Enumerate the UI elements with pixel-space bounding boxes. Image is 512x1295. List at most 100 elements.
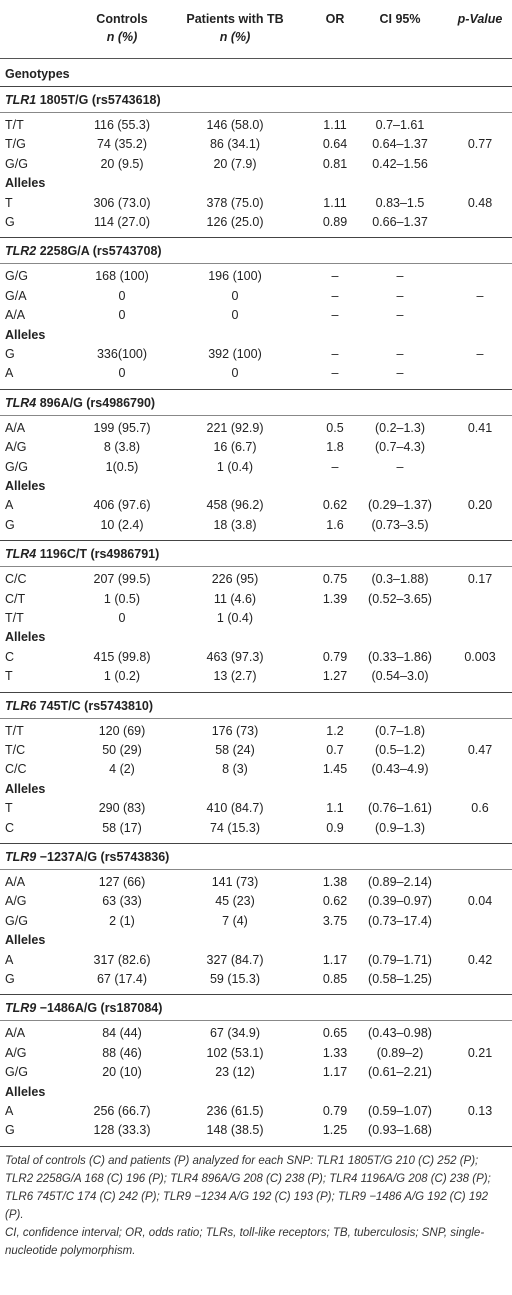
genotype-row: C/T 1 (0.5) 11 (4.6) 1.39 (0.52–3.65) [0, 589, 512, 609]
section-divider [0, 414, 512, 416]
alleles-label: Alleles [5, 479, 46, 493]
genotype-row: G/G 20 (9.5) 20 (7.9) 0.81 0.42–1.56 [0, 154, 512, 174]
or-cell: 1.38 [322, 875, 348, 889]
allele-row: A 256 (66.7) 236 (61.5) 0.79 (0.59–1.07) 0.13 [0, 1101, 512, 1121]
snp-heading: TLR9 −1237A/G (rs5743836) [5, 847, 169, 867]
controls-cell: 120 (69) [98, 723, 146, 738]
genotype-cell: T/C [5, 743, 26, 757]
gene-name: TLR4 [5, 395, 37, 410]
genotype-cell: T/T [5, 723, 24, 738]
header-controls-label: Controls [96, 12, 148, 26]
patients-cell: 1 (0.4) [216, 459, 254, 474]
ci-cell: (0.3–1.88) [371, 572, 429, 587]
patients-cell: 226 (95) [211, 572, 259, 587]
table-header: Controls n (%) Patients with TB n (%) OR… [0, 0, 512, 59]
patients-cell: 7 (4) [222, 913, 248, 928]
ci-cell: 0.66–1.37 [372, 215, 428, 229]
patients-cell: 458 (96.2) [206, 498, 264, 513]
alleles-heading: Alleles [0, 325, 512, 345]
genotype-row: A/A 0 0 – – [0, 305, 512, 325]
ci-cell: (0.52–3.65) [368, 591, 432, 606]
patients-cell: 392 (100) [208, 347, 262, 361]
genotype-row: G/A 0 0 – – – [0, 286, 512, 306]
genotype-row: C/C 207 (99.5) 226 (95) 0.75 (0.3–1.88) 0.17 [0, 569, 512, 589]
patients-cell: 236 (61.5) [206, 1104, 264, 1118]
or-cell: 0.62 [322, 498, 348, 513]
genotype-row: A/A 84 (44) 67 (34.9) 0.65 (0.43–0.98) [0, 1023, 512, 1043]
allele-row: C 58 (17) 74 (15.3) 0.9 (0.9–1.3) [0, 818, 512, 838]
allele-row: T 306 (73.0) 378 (75.0) 1.11 0.83–1.5 0.48 [0, 193, 512, 213]
snp-name: −1237A/G (rs5743836) [36, 850, 170, 864]
controls-cell: 84 (44) [102, 1026, 142, 1041]
or-cell: 1.17 [322, 1065, 348, 1080]
or-cell: 1.2 [326, 723, 344, 738]
section-divider [0, 388, 512, 390]
snp-heading: TLR9 −1486A/G (rs187084) [5, 998, 162, 1018]
controls-cell: 67 (17.4) [96, 972, 148, 986]
controls-cell: 1 (0.5) [103, 591, 141, 606]
or-cell: 1.11 [323, 195, 347, 210]
or-cell: 0.9 [326, 820, 344, 835]
snp-heading: TLR4 1196C/T (rs4986791) [5, 544, 159, 564]
section-divider [0, 540, 512, 542]
ci-cell: – [396, 269, 404, 284]
ci-cell: (0.58–1.25) [368, 972, 432, 986]
patients-cell: 0 [231, 366, 239, 381]
ci-cell: (0.2–1.3) [374, 420, 426, 435]
allele-row: G 128 (33.3) 148 (38.5) 1.25 (0.93–1.68) [0, 1120, 512, 1140]
genotype-row: A/A 127 (66) 141 (73) 1.38 (0.89–2.14) [0, 872, 512, 892]
or-cell: 0.7 [326, 743, 344, 757]
allele-row: T 1 (0.2) 13 (2.7) 1.27 (0.54–3.0) [0, 666, 512, 686]
or-cell: – [331, 269, 339, 284]
allele-row: A 406 (97.6) 458 (96.2) 0.62 (0.29–1.37) 0.20 [0, 495, 512, 515]
controls-cell: 207 (99.5) [93, 572, 151, 587]
genotype-cell: A/G [5, 894, 27, 909]
patients-cell: 74 (15.3) [209, 820, 261, 835]
genotype-cell: C/C [5, 762, 27, 777]
footnote: CI, confidence interval; OR, odds ratio;… [5, 1226, 485, 1257]
pvalue-cell: 0.04 [467, 894, 493, 909]
controls-cell: 290 (83) [98, 801, 146, 816]
genotype-cell: G/G [5, 459, 28, 474]
ci-cell: 0.64–1.37 [372, 137, 428, 152]
header-patients-label: Patients with TB [186, 12, 284, 26]
ci-cell: 0.42–1.56 [372, 156, 428, 171]
genotype-row: T/G 74 (35.2) 86 (34.1) 0.64 0.64–1.37 0.77 [0, 134, 512, 154]
pvalue-cell: 0.13 [467, 1104, 493, 1118]
controls-cell: 10 (2.4) [100, 517, 144, 532]
alleles-label: Alleles [5, 630, 46, 645]
ci-cell: – [396, 308, 404, 323]
genotype-cell: G [5, 972, 15, 986]
or-cell: 3.75 [322, 913, 348, 928]
or-cell: 0.62 [322, 894, 348, 909]
controls-cell: 306 (73.0) [93, 195, 151, 210]
genotype-row: A/G 63 (33) 45 (23) 0.62 (0.39–0.97) 0.04 [0, 891, 512, 911]
controls-cell: 20 (9.5) [100, 156, 144, 171]
patients-cell: 58 (24) [215, 743, 255, 757]
ci-cell: (0.89–2.14) [368, 875, 432, 889]
or-cell: 0.75 [322, 572, 348, 587]
ci-cell: (0.59–1.07) [368, 1104, 432, 1118]
controls-cell: 88 (46) [102, 1045, 142, 1060]
ci-cell: 0.83–1.5 [375, 195, 425, 210]
allele-row: G 336(100) 392 (100) – – – [0, 344, 512, 364]
ci-cell: (0.9–1.3) [374, 820, 426, 835]
genotype-row: G/G 168 (100) 196 (100) – – [0, 266, 512, 286]
alleles-label: Alleles [5, 933, 46, 948]
genotype-row: G/G 2 (1) 7 (4) 3.75 (0.73–17.4) [0, 911, 512, 931]
header-patients: Patients with TB n (%) [180, 10, 290, 46]
section-divider [0, 717, 512, 719]
controls-cell: 74 (35.2) [96, 137, 148, 152]
snp-heading: TLR1 1805T/G (rs5743618) [5, 90, 161, 110]
patients-cell: 327 (84.7) [206, 952, 264, 967]
alleles-heading: Alleles [0, 930, 512, 950]
patients-cell: 0 [231, 288, 239, 303]
genotype-cell: G/A [5, 288, 27, 303]
genotype-cell: A/A [5, 875, 26, 889]
patients-cell: 18 (3.8) [213, 517, 257, 532]
patients-cell: 102 (53.1) [206, 1045, 264, 1060]
pvalue-cell: – [476, 288, 484, 303]
header-patients-sub: n (%) [219, 30, 251, 44]
genotype-cell: A/A [5, 420, 26, 435]
genotype-cell: T [5, 669, 13, 684]
